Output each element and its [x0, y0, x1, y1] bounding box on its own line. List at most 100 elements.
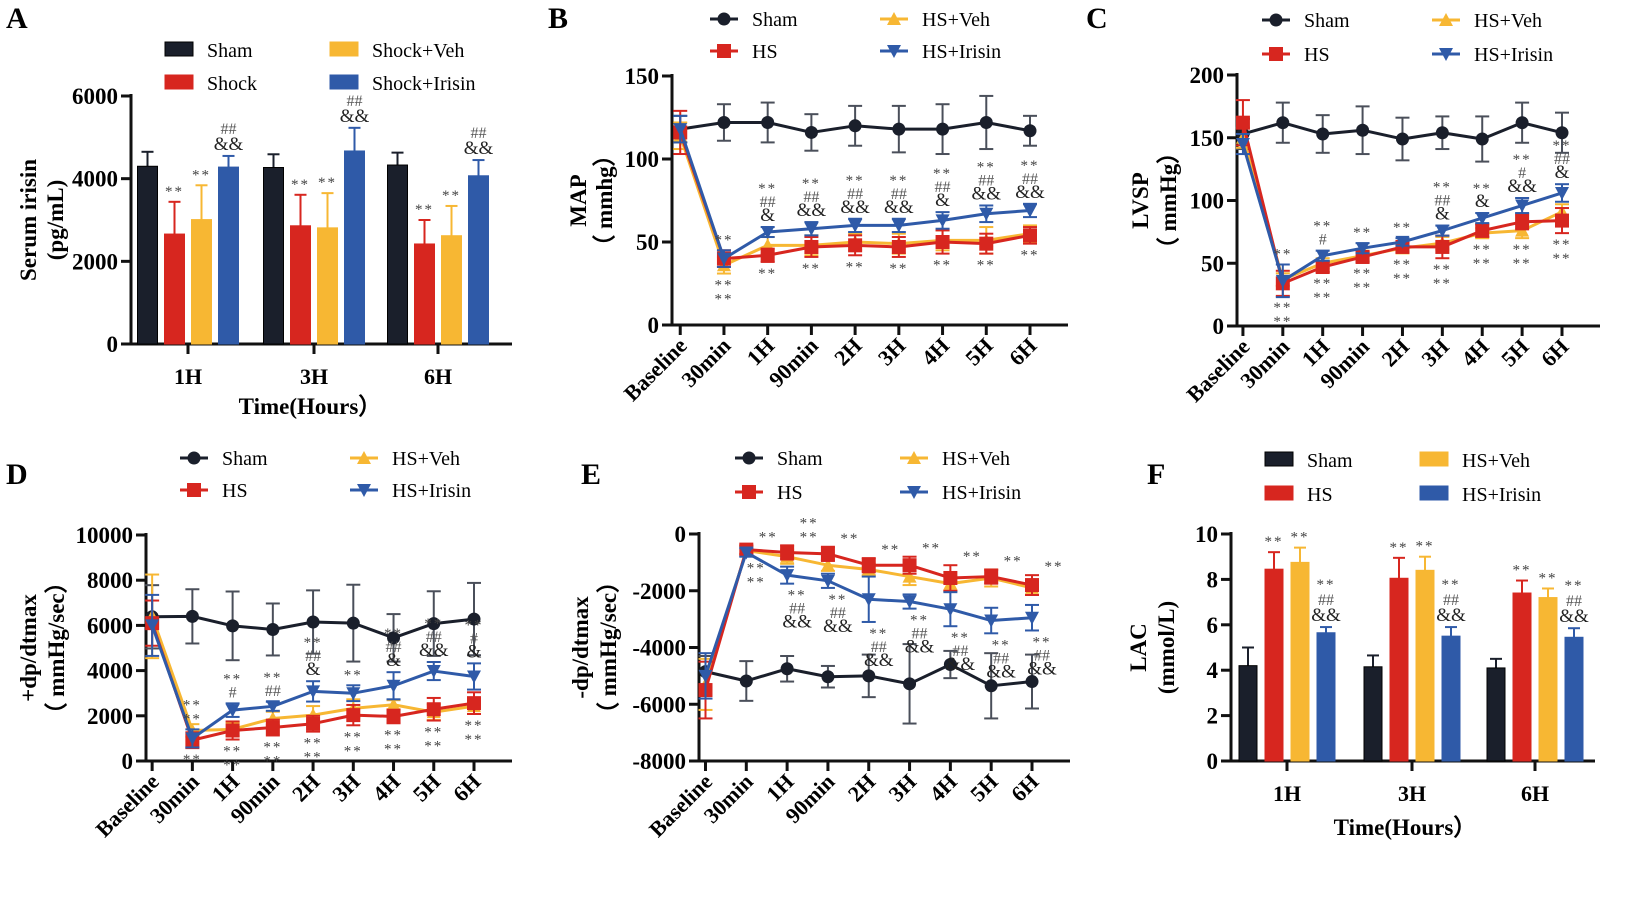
significance-label: ** [415, 202, 434, 218]
legend-label: Sham [1304, 10, 1350, 32]
significance-label: ** [304, 736, 323, 752]
series-hs-irisin [1235, 132, 1569, 299]
significance-label: ** [977, 258, 996, 274]
y-tick-label: -6000 [632, 692, 686, 717]
significance-label: ** [344, 667, 363, 683]
significance-label: ** [183, 711, 202, 727]
significance-label: ## [1443, 592, 1459, 609]
data-point [820, 558, 835, 572]
data-point [1475, 212, 1490, 226]
series-hs-irisin [698, 546, 1039, 700]
legend-item: Shock+Irisin [329, 73, 476, 95]
significance-label: ## [847, 186, 863, 203]
significance-label: ** [951, 630, 970, 646]
data-point [739, 546, 754, 560]
x-tick-label: 6H [1521, 781, 1549, 806]
x-axis-title: Time(Hours） [239, 393, 382, 419]
y-tick-label: 4000 [87, 659, 133, 684]
significance-label: && [1027, 658, 1057, 679]
legend-marker [357, 484, 371, 497]
legend-label: HS+Irisin [1474, 44, 1553, 66]
significance-label: && [864, 650, 894, 671]
x-tick-label: 3H [300, 364, 328, 389]
significance-label: ** [1553, 237, 1572, 253]
legend-label: HS+Veh [1462, 450, 1530, 472]
panel-a: A Sham Shock Shock+Veh Shock+Irisin 0 2000 4000… [6, 2, 512, 419]
significance-label: ** [384, 741, 403, 757]
significance-label: ## [935, 179, 951, 196]
significance-label: ** [263, 739, 282, 755]
x-tick-label: 4H [368, 769, 406, 807]
y-tick-label: 0 [122, 749, 134, 774]
significance-label: ## [1566, 593, 1582, 610]
legend-marker [907, 486, 921, 499]
x-tick-label: 6H [1006, 769, 1044, 807]
legend-item: Sham [1264, 450, 1353, 472]
legend-item: Sham [710, 9, 798, 31]
data-point [892, 122, 906, 136]
data-point [306, 685, 321, 699]
legend-swatch [164, 74, 194, 90]
data-point [1555, 213, 1569, 228]
data-point [265, 720, 280, 735]
y-tick-label: 8000 [87, 568, 133, 593]
legend-item: HS [1264, 484, 1333, 506]
y-tick-label: 50 [636, 230, 659, 255]
data-point [861, 558, 876, 573]
legend-label: HS+Irisin [922, 41, 1001, 63]
significance-label: ** [1473, 242, 1492, 258]
significance-label: & [467, 641, 482, 662]
x-tick-label: 4H [1456, 334, 1494, 372]
significance-label: ** [183, 697, 202, 713]
significance-label: && [340, 106, 370, 127]
data-point [1435, 126, 1449, 140]
data-point [979, 115, 993, 129]
significance-label: ** [1433, 276, 1452, 292]
significance-label: ** [747, 575, 766, 591]
significance-label: ## [760, 194, 776, 211]
legend-marker [742, 485, 756, 499]
legend-marker [907, 451, 921, 464]
legend-label: Sham [1307, 450, 1353, 472]
y-axis-title-units: （ mmHg） [1155, 141, 1181, 260]
significance-label: & [1475, 191, 1490, 212]
legend-swatch [1419, 451, 1449, 467]
x-tick-label: 5H [408, 769, 446, 807]
panel-f: F Sham HS HS+Veh HS+Irisin 0 2 4 6 8 10 LAC (mmol/L)… [1126, 450, 1595, 840]
significance-label: && [464, 138, 494, 159]
bar [1486, 667, 1506, 762]
significance-label: ## [386, 639, 402, 656]
significance-label: ** [802, 261, 821, 277]
significance-label: ** [788, 588, 807, 604]
data-point [265, 700, 280, 714]
panel-label: E [581, 458, 601, 491]
significance-label: ## [789, 601, 805, 618]
significance-label: # [470, 630, 478, 647]
y-axis-title: MAP [566, 174, 591, 226]
bar [1415, 569, 1435, 762]
data-point [780, 545, 795, 560]
x-tick-label: 5H [1496, 334, 1534, 372]
legend-label: HS+Veh [392, 448, 460, 470]
data-point [984, 614, 999, 628]
significance-label: ## [891, 186, 907, 203]
x-tick-label: 6H [1004, 333, 1042, 371]
significance-label: ** [1416, 539, 1435, 555]
significance-label: ** [1393, 257, 1412, 273]
y-tick-label: 0 [648, 313, 660, 338]
y-tick-label: 100 [1190, 189, 1225, 214]
significance-label: ** [465, 617, 484, 633]
y-tick-label: 100 [625, 147, 660, 172]
legend-swatch [1264, 485, 1294, 501]
data-point [427, 617, 441, 631]
legend-marker [742, 451, 756, 465]
x-tick-label: 1H [174, 364, 202, 389]
data-point [979, 207, 994, 221]
significance-label: ** [1473, 181, 1492, 197]
significance-label: ** [223, 758, 242, 774]
legend-item: Sham [180, 448, 268, 470]
significance-label: ## [1022, 171, 1038, 188]
panel-label: B [548, 2, 568, 35]
legend-label: HS+Veh [1474, 10, 1542, 32]
panel-c: C Sham HS HS+Veh HS+Irisin 0 50 100 150 200 LVSP （ … [1086, 2, 1600, 407]
